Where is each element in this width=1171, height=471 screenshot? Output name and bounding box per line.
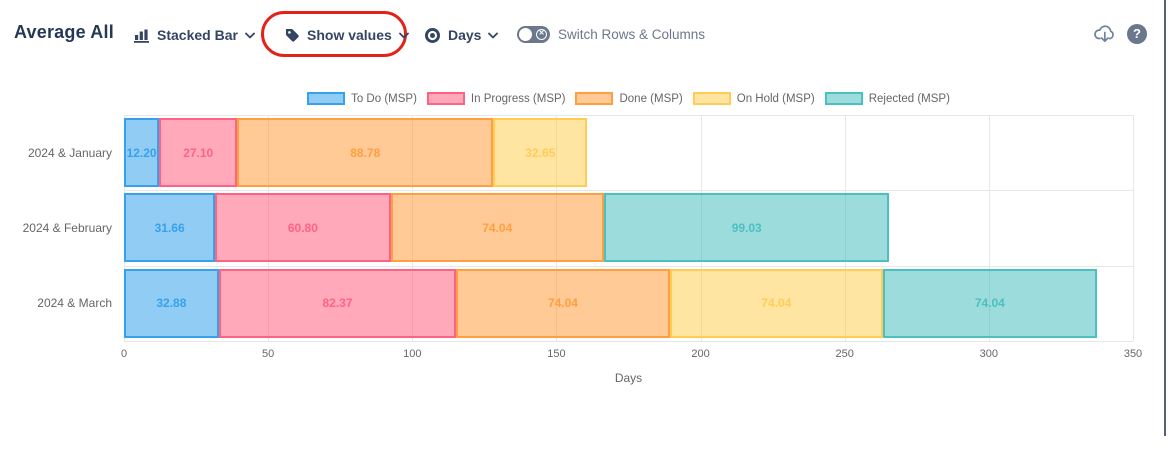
x-axis-title: Days xyxy=(614,371,643,385)
x-axis-tick-label: 150 xyxy=(547,348,566,360)
bar-value-label: 99.03 xyxy=(731,220,762,235)
toggle-track[interactable]: ✕ xyxy=(517,26,550,43)
bar-segment[interactable]: 12.20 xyxy=(124,118,160,188)
bar-row: 32.88 82.37 74.04 74.04 74.04 xyxy=(124,266,1133,341)
legend-item[interactable]: Done (MSP) xyxy=(575,92,683,105)
gridline-horizontal xyxy=(124,341,1133,342)
help-glyph: ? xyxy=(1133,26,1141,41)
record-eye-icon xyxy=(425,27,440,43)
bar-segment[interactable]: 74.04 xyxy=(883,268,1097,338)
legend-label: On Hold (MSP) xyxy=(736,92,815,105)
chart-legend: To Do (MSP) In Progress (MSP) Done (MSP) On… xyxy=(124,92,1133,105)
help-icon[interactable]: ? xyxy=(1127,23,1147,44)
legend-label: In Progress (MSP) xyxy=(470,92,566,105)
bar-value-label: 88.78 xyxy=(350,145,381,160)
toggle-off-x-icon: ✕ xyxy=(536,29,547,40)
legend-label: To Do (MSP) xyxy=(351,92,417,105)
legend-item[interactable]: Rejected (MSP) xyxy=(824,92,950,105)
bar-segment[interactable]: 74.04 xyxy=(669,268,884,338)
legend-swatch xyxy=(692,92,731,105)
gridline-vertical xyxy=(988,115,990,341)
gridline-horizontal xyxy=(124,115,1133,116)
x-axis-tick-label: 50 xyxy=(262,348,275,360)
unit-dropdown[interactable]: Days xyxy=(424,25,499,45)
bar-segment[interactable]: 31.66 xyxy=(124,193,216,263)
x-axis-tick-label: 250 xyxy=(835,348,854,360)
gridline-vertical xyxy=(1133,115,1134,341)
switch-rows-columns-toggle[interactable]: ✕ Switch Rows & Columns xyxy=(517,26,705,43)
chevron-down-icon xyxy=(245,32,255,38)
bar-value-label: 60.80 xyxy=(287,220,318,235)
switch-rows-columns-label: Switch Rows & Columns xyxy=(558,27,706,42)
x-axis-tick-label: 200 xyxy=(691,348,710,360)
legend-swatch xyxy=(824,92,863,105)
toggle-knob xyxy=(519,28,532,41)
header-actions: ? xyxy=(1093,23,1147,44)
x-axis-tick-label: 350 xyxy=(1123,348,1143,360)
legend-item[interactable]: To Do (MSP) xyxy=(307,92,417,105)
bar-value-label: 31.66 xyxy=(154,220,185,235)
unit-label: Days xyxy=(448,27,482,43)
bar-segment[interactable]: 74.04 xyxy=(390,193,604,263)
page-title: Average All xyxy=(14,22,114,42)
chart-type-label: Stacked Bar xyxy=(157,27,238,43)
cloud-download-icon[interactable] xyxy=(1093,23,1117,44)
stacked-bar-icon xyxy=(134,29,149,43)
legend-swatch xyxy=(426,92,465,105)
show-values-label: Show values xyxy=(307,27,392,43)
legend-label: Done (MSP) xyxy=(619,92,683,105)
bar-segment[interactable]: 32.65 xyxy=(493,118,588,188)
bar-value-label: 32.65 xyxy=(525,145,556,160)
bar-segment[interactable]: 99.03 xyxy=(603,193,890,263)
bar-value-label: 74.04 xyxy=(761,296,792,311)
gridline-horizontal xyxy=(124,190,1133,191)
bar-value-label: 74.04 xyxy=(482,220,513,235)
bar-row: 31.66 60.80 74.04 99.03 xyxy=(124,190,1133,265)
bar-value-label: 12.20 xyxy=(126,145,157,160)
bar-value-label: 82.37 xyxy=(322,296,353,311)
bar-value-label: 32.88 xyxy=(156,296,187,311)
panel-right-border xyxy=(1164,0,1166,436)
bar-value-label: 27.10 xyxy=(183,145,214,160)
x-axis-tick-label: 300 xyxy=(979,348,999,360)
y-axis-label: 2024 & March xyxy=(37,296,112,311)
bar-segment[interactable]: 74.04 xyxy=(456,268,670,338)
bar-row: 12.20 27.10 88.78 32.65 xyxy=(124,115,1133,190)
plot-area: 12.20 27.10 88.78 32.65 31.66 60.80 74.04 99.03… xyxy=(124,115,1134,342)
bar-segment[interactable]: 60.80 xyxy=(215,193,391,263)
legend-swatch xyxy=(575,92,614,105)
x-axis-tick-label: 0 xyxy=(120,348,128,360)
bar-segment[interactable]: 32.88 xyxy=(124,268,219,338)
tag-icon xyxy=(286,29,299,42)
chevron-down-icon xyxy=(398,32,409,38)
bar-segment[interactable]: 82.37 xyxy=(218,268,457,338)
bar-value-label: 74.04 xyxy=(974,296,1005,311)
y-axis-label: 2024 & January xyxy=(27,145,112,160)
chevron-down-icon xyxy=(488,32,499,38)
legend-label: Rejected (MSP) xyxy=(868,92,950,105)
x-axis-tick-label: 100 xyxy=(403,348,422,360)
legend-item[interactable]: In Progress (MSP) xyxy=(426,92,566,105)
chart-type-dropdown[interactable]: Stacked Bar xyxy=(133,25,255,45)
show-values-dropdown[interactable]: Show values xyxy=(284,25,409,45)
legend-swatch xyxy=(307,92,346,105)
bar-segment[interactable]: 88.78 xyxy=(237,118,494,188)
y-axis-label: 2024 & February xyxy=(22,220,112,235)
legend-item[interactable]: On Hold (MSP) xyxy=(692,92,815,105)
gridline-horizontal xyxy=(124,266,1133,267)
bar-segment[interactable]: 27.10 xyxy=(159,118,238,188)
bar-value-label: 74.04 xyxy=(547,296,578,311)
